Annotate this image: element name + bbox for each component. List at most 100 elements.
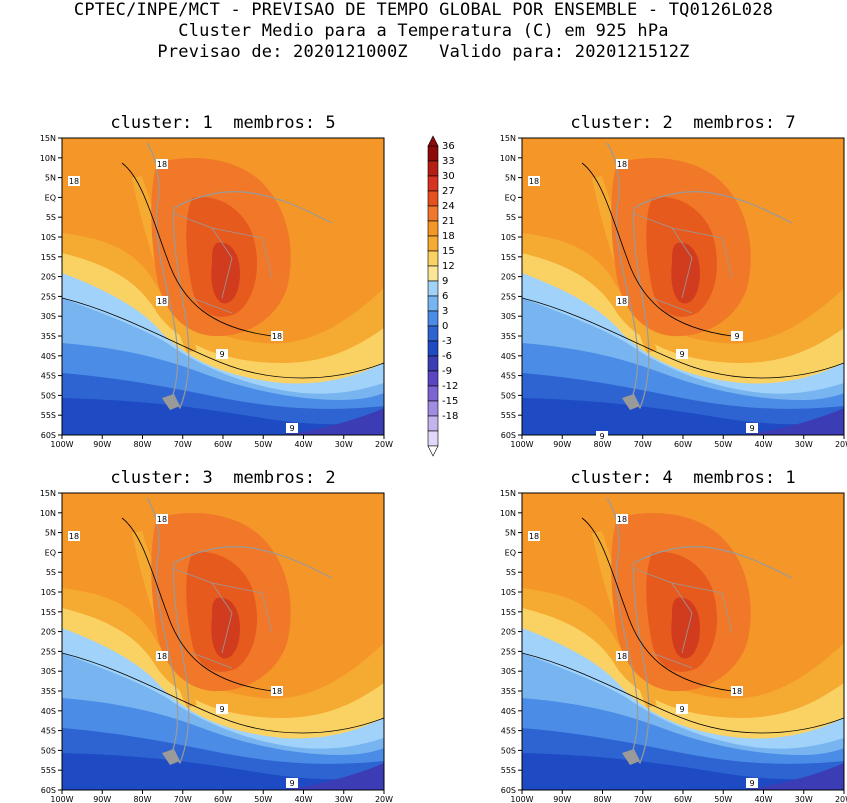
contour-label: 9 <box>289 779 294 788</box>
temp-band-tm3 <box>282 763 384 790</box>
lat-tick-label: 10S <box>501 233 516 242</box>
panel4-title: cluster: 4 membros: 1 <box>570 468 796 488</box>
lat-tick-label: 40S <box>501 352 516 361</box>
panel1-title: cluster: 1 membros: 5 <box>110 113 336 133</box>
lat-tick-label: 10S <box>41 233 56 242</box>
lon-tick-label: 50W <box>714 440 732 449</box>
temp-band-t30 <box>211 597 240 659</box>
colorbar-segment <box>427 400 439 417</box>
colorbar-label: 30 <box>442 171 455 182</box>
contour-label: 18 <box>529 532 539 541</box>
lon-tick-label: 90W <box>93 795 111 803</box>
lat-tick-label: 5N <box>505 174 516 183</box>
colorbar-label: -3 <box>442 336 452 347</box>
lat-tick-label: 30S <box>501 312 516 321</box>
lat-tick-label: 10N <box>500 509 516 518</box>
contour-label-bg <box>68 176 80 186</box>
colorbar-segment <box>427 370 439 387</box>
contour-label: 18 <box>617 297 627 306</box>
lon-tick-label: 40W <box>294 795 312 803</box>
contour-label-bg <box>616 514 628 524</box>
lon-tick-label: 70W <box>634 440 652 449</box>
lat-tick-label: 10N <box>500 154 516 163</box>
colorbar-arrow-top <box>427 135 439 147</box>
lat-tick-label: 15S <box>41 608 56 617</box>
lat-tick-label: 5N <box>505 529 516 538</box>
colorbar-label: -18 <box>442 411 458 422</box>
lat-tick-label: 60S <box>41 431 56 440</box>
contour-label-bg <box>528 176 540 186</box>
map-title-line1: CPTEC/INPE/MCT - PREVISAO DE TEMPO GLOBA… <box>73 0 774 20</box>
coastline <box>146 142 333 410</box>
patagonia-land <box>622 749 640 765</box>
lon-tick-label: 40W <box>754 795 772 803</box>
contour-label-bg <box>156 159 168 169</box>
colorbar-label: -12 <box>442 381 458 392</box>
lat-tick-label: 50S <box>501 746 516 755</box>
lat-tick-label: 20S <box>41 273 56 282</box>
lat-tick-label: 30S <box>41 312 56 321</box>
lon-tick-label: 20W <box>835 795 847 803</box>
lat-tick-label: 30S <box>41 667 56 676</box>
contour-label: 18 <box>157 297 167 306</box>
contour-label: 18 <box>157 515 167 524</box>
map-panel-4: 15N 10N 5N EQ 5S 10S 15S 20S 25S 30S 35S 40S 45S 50S 5… <box>500 489 847 803</box>
lon-tick-label: 80W <box>133 440 151 449</box>
colorbar-segment <box>427 175 439 192</box>
contour-label: 9 <box>289 424 294 433</box>
lat-tick-label: 5N <box>45 529 56 538</box>
lon-tick-label: 70W <box>174 795 192 803</box>
lat-tick-label: 50S <box>41 391 56 400</box>
colorbar-label: 12 <box>442 261 455 272</box>
colorbar-segment <box>427 190 439 207</box>
lon-tick-label: 100W <box>510 440 533 449</box>
lat-tick-label: 25S <box>501 647 516 656</box>
lat-tick-label: EQ <box>45 193 56 202</box>
lon-tick-label: 60W <box>214 795 232 803</box>
contour-label-bg <box>271 331 283 341</box>
temp-band-tm3 <box>742 408 844 435</box>
lat-tick-label: 35S <box>41 332 56 341</box>
temp-band-t0 <box>522 398 844 435</box>
colorbar-arrow-bottom <box>427 445 439 457</box>
contour-label: 18 <box>69 177 79 186</box>
lat-tick-label: 40S <box>501 707 516 716</box>
contour-9 <box>522 297 844 379</box>
contour-18 <box>581 517 733 692</box>
lon-tick-label: 20W <box>375 795 393 803</box>
contour-label: 9 <box>219 350 224 359</box>
lat-tick-label: 40S <box>41 707 56 716</box>
temp-band-t0 <box>522 753 844 790</box>
lat-tick-label: 30S <box>501 667 516 676</box>
colorbar-segment <box>427 280 439 297</box>
map-title-line3: Previsao de: 2020121000Z Valido para: 20… <box>157 42 690 62</box>
lat-tick-label: 40S <box>41 352 56 361</box>
colorbar-label: 24 <box>442 201 455 212</box>
temp-band-t0 <box>62 398 384 435</box>
contour-label-bg <box>286 423 298 433</box>
colorbar-segment <box>427 430 439 447</box>
lat-tick-label: 60S <box>501 431 516 440</box>
lon-tick-label: 90W <box>553 795 571 803</box>
lat-tick-label: 10N <box>40 509 56 518</box>
lat-tick-label: 25S <box>41 647 56 656</box>
lat-tick-label: 50S <box>501 391 516 400</box>
lon-tick-label: 60W <box>214 440 232 449</box>
colorbar-label: 21 <box>442 216 455 227</box>
colorbar-label: 0 <box>442 321 448 332</box>
lon-tick-label: 40W <box>294 440 312 449</box>
lat-tick-label: 35S <box>41 687 56 696</box>
lat-tick-label: 5S <box>506 213 516 222</box>
lat-tick-label: 10S <box>41 588 56 597</box>
country-borders <box>631 212 733 314</box>
contour-18 <box>121 162 273 337</box>
lat-tick-label: 45S <box>41 372 56 381</box>
contour-label: 18 <box>617 652 627 661</box>
lat-tick-label: 20S <box>501 628 516 637</box>
contour-label-bg <box>216 349 228 359</box>
lon-tick-label: 100W <box>50 440 73 449</box>
lon-tick-label: 50W <box>254 795 272 803</box>
colorbar-segment <box>427 310 439 327</box>
contour-label: 18 <box>617 160 627 169</box>
